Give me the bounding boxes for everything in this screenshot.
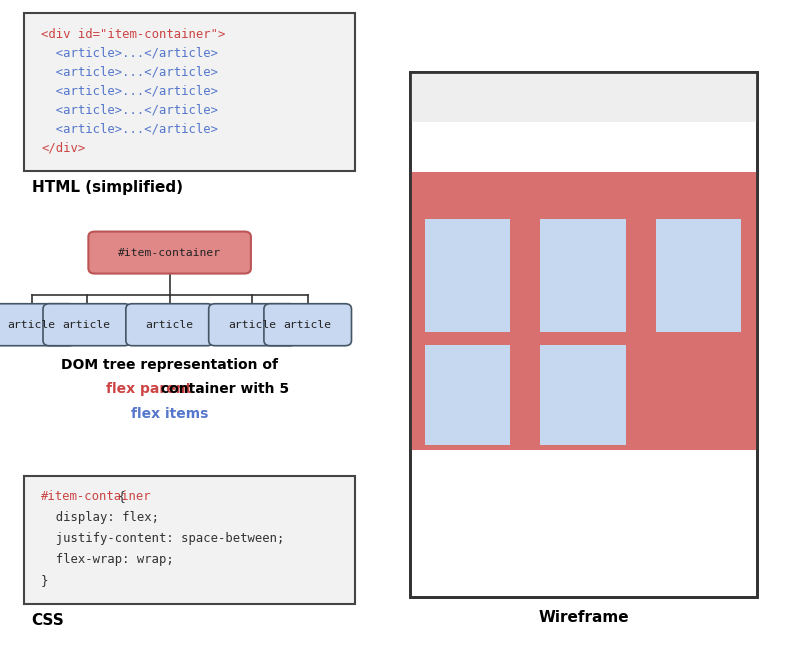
Text: Wireframe: Wireframe [539,610,629,625]
FancyBboxPatch shape [410,172,757,450]
Text: article: article [146,319,193,330]
Text: {: { [111,490,126,503]
Text: flex-wrap: wrap;: flex-wrap: wrap; [41,553,174,566]
FancyBboxPatch shape [88,232,251,274]
Text: #item-container: #item-container [41,490,151,503]
FancyBboxPatch shape [24,476,355,604]
Text: #item-container: #item-container [118,247,221,258]
Text: HTML (simplified): HTML (simplified) [32,180,182,195]
Text: article: article [284,319,331,330]
FancyBboxPatch shape [0,304,76,346]
Text: CSS: CSS [32,613,65,628]
Text: article: article [229,319,276,330]
Text: DOM tree representation of: DOM tree representation of [61,358,279,371]
Text: article: article [63,319,110,330]
Text: </div>: </div> [41,142,85,155]
Text: <article>...</article>: <article>...</article> [41,104,218,117]
Text: flex items: flex items [131,407,208,421]
FancyBboxPatch shape [410,72,757,597]
FancyBboxPatch shape [24,13,355,171]
FancyBboxPatch shape [424,219,510,332]
FancyBboxPatch shape [656,219,741,332]
Text: flex parent container with 5: flex parent container with 5 [60,382,279,396]
Text: <div id="item-container">: <div id="item-container"> [41,28,226,41]
Text: container with 5: container with 5 [156,382,289,396]
Text: justify-content: space-between;: justify-content: space-between; [41,532,284,545]
FancyBboxPatch shape [424,345,510,445]
FancyBboxPatch shape [410,72,757,122]
FancyBboxPatch shape [264,304,352,346]
Text: <article>...</article>: <article>...</article> [41,123,218,136]
Text: <article>...</article>: <article>...</article> [41,66,218,79]
FancyBboxPatch shape [540,345,626,445]
Text: <article>...</article>: <article>...</article> [41,47,218,60]
FancyBboxPatch shape [43,304,130,346]
Text: }: } [41,574,48,587]
Text: article: article [8,319,55,330]
Text: display: flex;: display: flex; [41,511,159,524]
FancyBboxPatch shape [208,304,296,346]
FancyBboxPatch shape [125,304,213,346]
FancyBboxPatch shape [540,219,626,332]
Text: <article>...</article>: <article>...</article> [41,85,218,98]
Text: flex parent: flex parent [106,382,192,396]
